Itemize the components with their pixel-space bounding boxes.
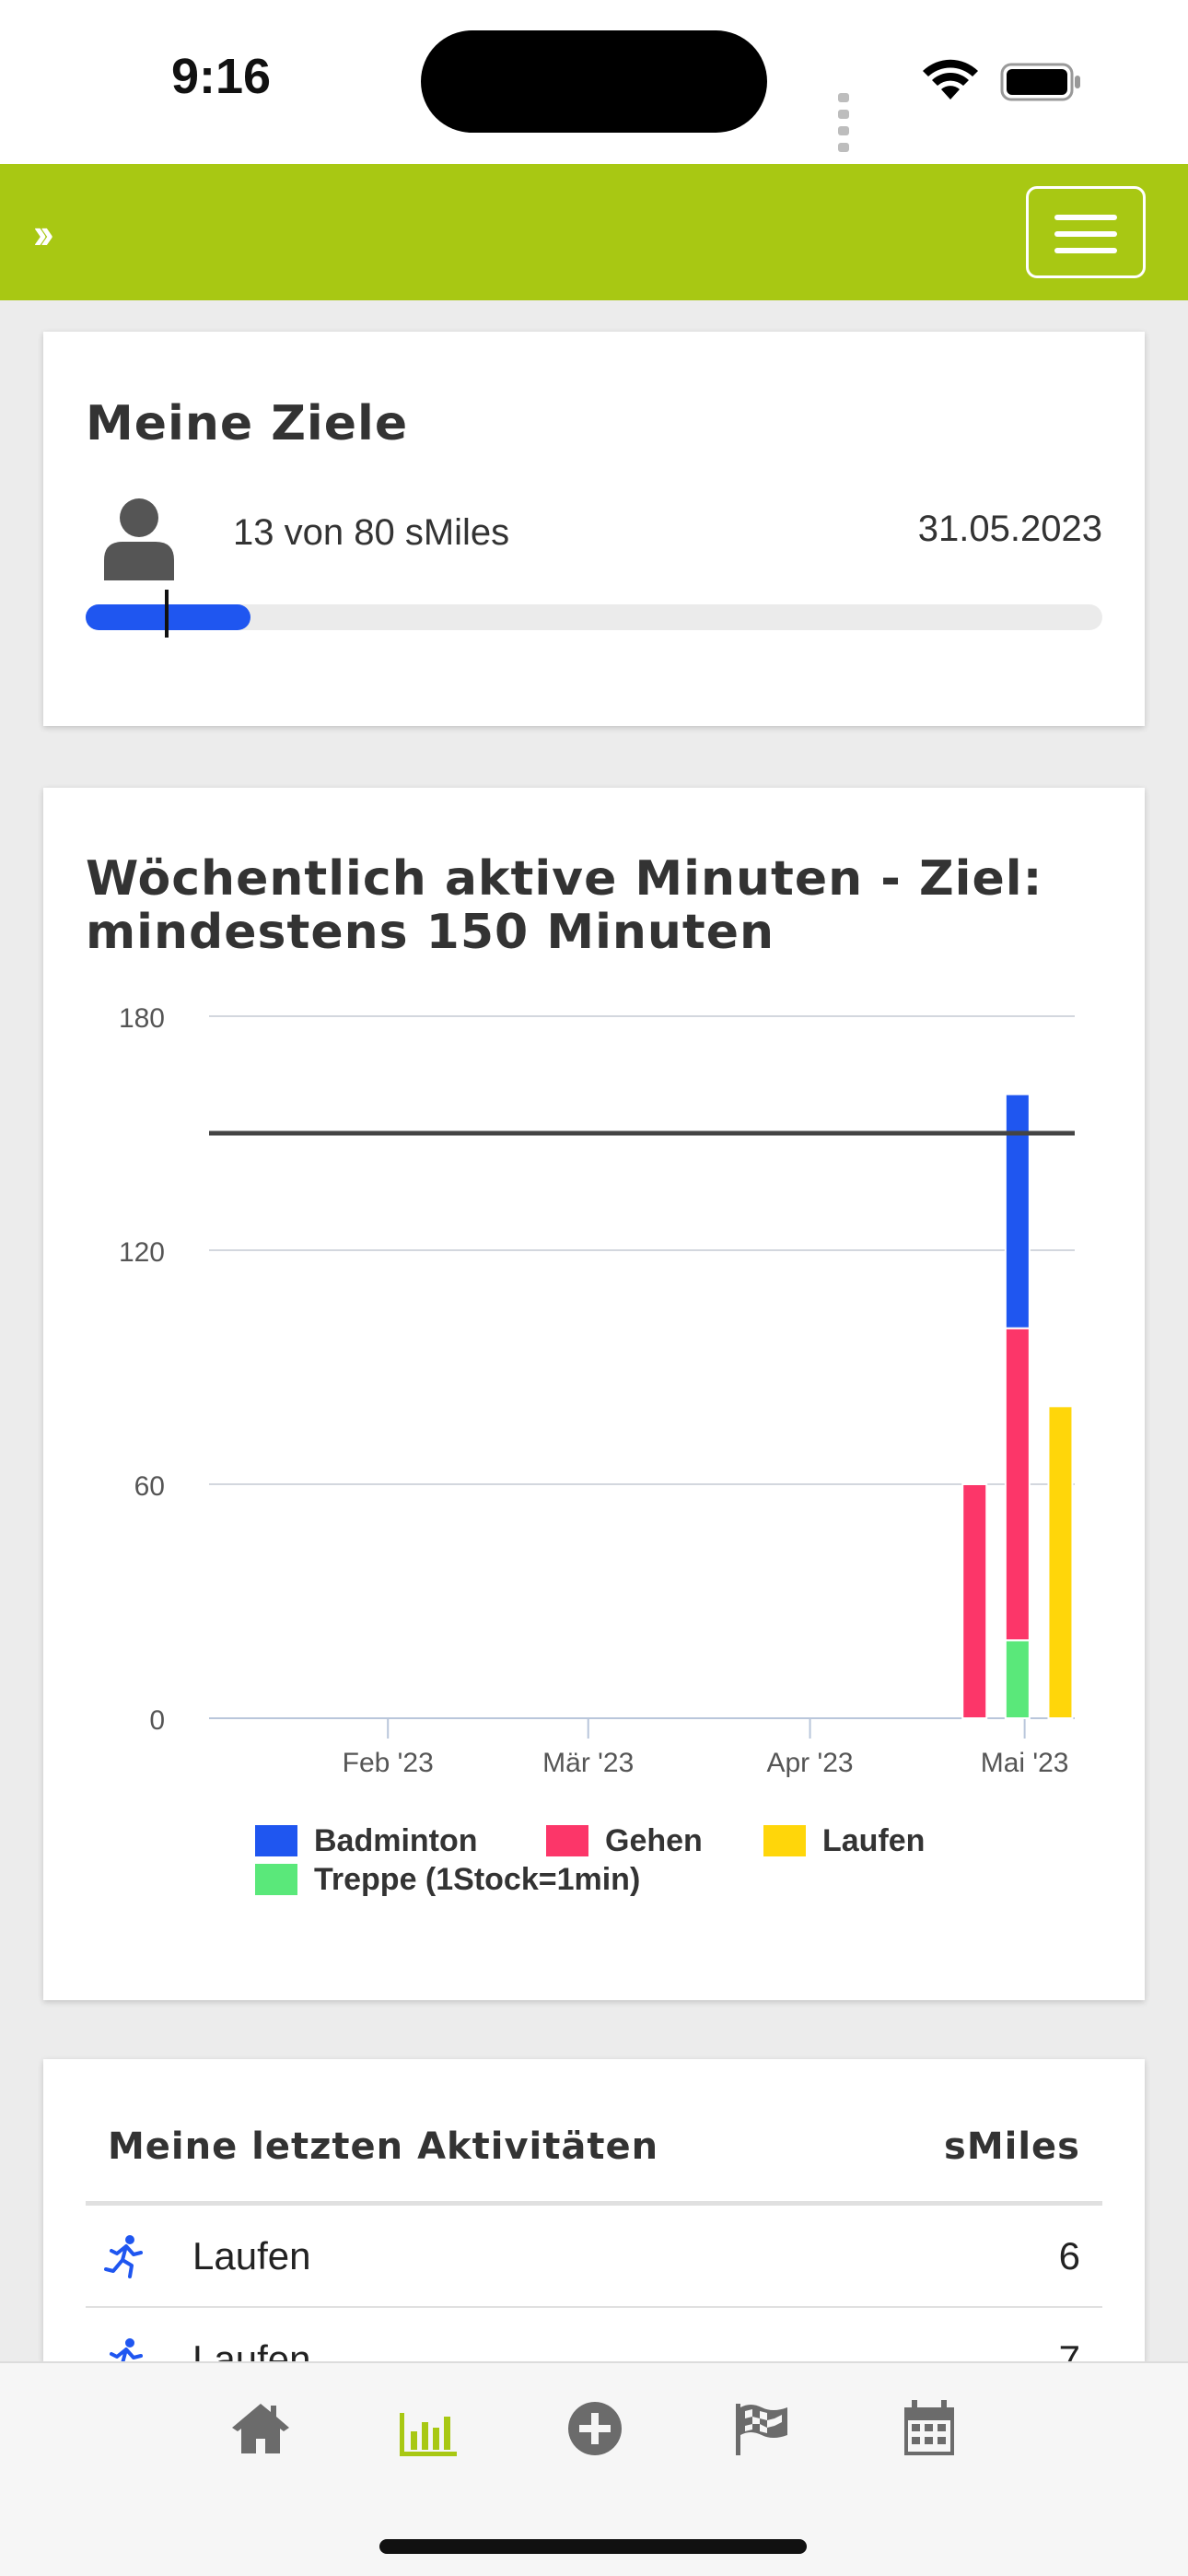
activity-name: Laufen <box>192 2337 311 2363</box>
bar-segment <box>1004 1093 1031 1329</box>
cellular-signal-icon <box>838 90 855 157</box>
chart-title: Wöchentlich aktive Minuten - Ziel: minde… <box>86 851 1043 960</box>
user-icon <box>104 498 174 580</box>
x-tick-label: Apr '23 <box>766 1748 853 1778</box>
status-time: 9:16 <box>171 49 272 104</box>
bar-segment <box>1004 1639 1031 1719</box>
flag-icon[interactable] <box>730 2396 795 2461</box>
plus-circle-icon[interactable] <box>563 2396 627 2461</box>
legend-swatch <box>255 1864 297 1895</box>
x-tick-label: Feb '23 <box>343 1748 434 1778</box>
legend-swatch <box>255 1825 297 1856</box>
dynamic-island <box>421 30 767 133</box>
goal-progress-marker <box>165 590 169 638</box>
y-tick-label: 60 <box>134 1471 165 1502</box>
double-chevron-right-icon[interactable]: ›› <box>33 209 53 257</box>
recent-activities-card: Meine letzten Aktivitäten sMiles Laufen … <box>43 2059 1145 2363</box>
battery-icon <box>1000 63 1080 101</box>
calendar-icon[interactable] <box>897 2396 961 2461</box>
goal-progress-text: 13 von 80 sMiles <box>233 512 510 553</box>
activity-smiles: 6 <box>1058 2234 1080 2277</box>
activity-row[interactable]: Laufen 7 <box>86 2310 1102 2363</box>
legend-swatch <box>546 1825 588 1856</box>
home-indicator <box>379 2539 807 2554</box>
weekly-active-minutes-card: 0 60 120 180 Feb '23 Mär '23 Apr '23 Mai '23 Bad… <box>43 788 1145 2000</box>
running-icon <box>104 2235 143 2278</box>
activities-value-header: sMiles <box>944 2125 1080 2168</box>
legend-label: Treppe (1Stock=1min) <box>314 1862 640 1897</box>
bar-segment <box>1004 1327 1031 1642</box>
y-tick-label: 180 <box>119 1003 165 1034</box>
bar-segment <box>1047 1405 1074 1719</box>
goal-date: 31.05.2023 <box>917 509 1102 549</box>
x-tick-label: Mai '23 <box>981 1748 1069 1778</box>
legend-label: Gehen <box>605 1823 703 1858</box>
activity-row[interactable]: Laufen 6 <box>86 2207 1102 2308</box>
goal-progress-bar <box>86 604 1102 630</box>
x-tick-label: Mär '23 <box>542 1748 634 1778</box>
y-tick-label: 120 <box>119 1237 165 1268</box>
activity-smiles: 7 <box>1058 2337 1080 2363</box>
legend-swatch <box>763 1825 806 1856</box>
running-icon <box>110 2338 143 2363</box>
activity-name: Laufen <box>192 2234 311 2277</box>
weekly-active-minutes-chart: 0 60 120 180 Feb '23 Mär '23 Apr '23 Mai '23 Bad… <box>119 1003 1075 1897</box>
home-icon[interactable] <box>228 2396 293 2461</box>
status-bar: 9:16 <box>0 0 1188 164</box>
legend-label: Badminton <box>314 1823 478 1858</box>
wifi-icon <box>923 59 978 100</box>
bar-chart-icon[interactable] <box>396 2396 460 2461</box>
divider <box>86 2201 1102 2206</box>
legend-label: Laufen <box>822 1823 925 1858</box>
app-header: ›› <box>0 164 1188 300</box>
goals-card: Meine Ziele 13 von 80 sMiles 31.05.2023 <box>43 332 1145 726</box>
bar-segment <box>961 1483 988 1719</box>
y-tick-label: 0 <box>149 1705 165 1736</box>
hamburger-menu-button[interactable] <box>1026 186 1146 278</box>
goals-title: Meine Ziele <box>86 396 409 451</box>
activities-title: Meine letzten Aktivitäten <box>108 2125 659 2168</box>
